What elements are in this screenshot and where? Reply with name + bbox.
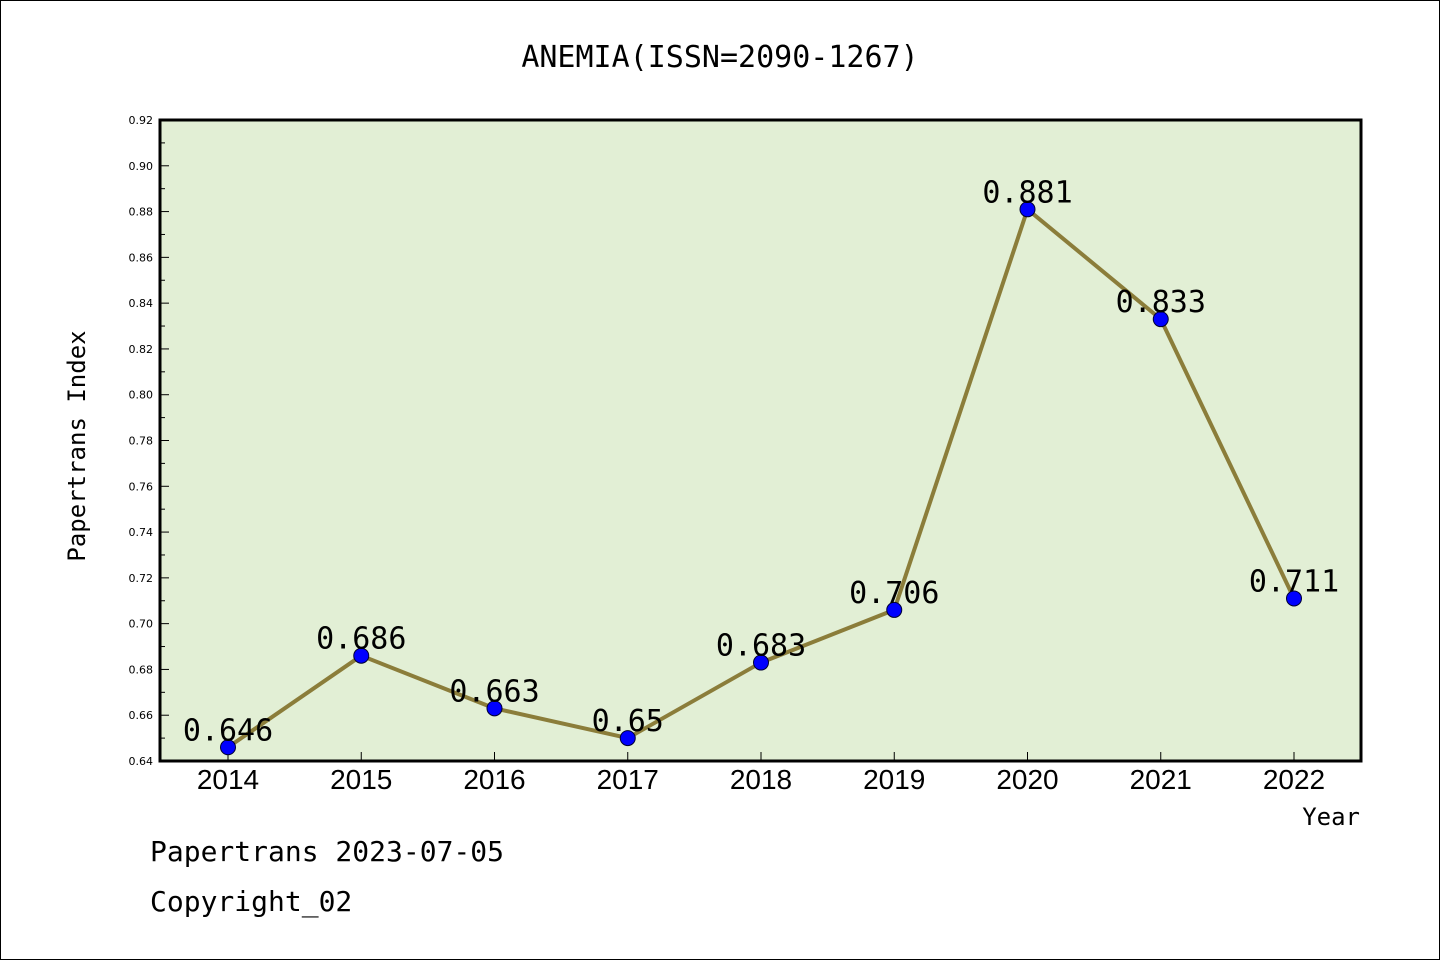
x-tick-label: 2022 [1263,764,1325,795]
y-tick-label: 0.80 [129,389,154,402]
footer-date: Papertrans 2023-07-05 [150,835,505,868]
data-labels: 0.646 0.686 0.663 0.65 0.683 0.706 0.881 0.833 0… [183,175,1339,748]
x-tick-label: 2019 [863,764,925,795]
data-point [353,647,370,664]
data-label: 0.706 [849,576,939,611]
x-axis-label: Year [1302,803,1360,831]
x-tick-label: 2020 [996,764,1058,795]
data-point [753,654,769,671]
y-tick-label: 0.76 [129,480,154,493]
footer-copyright: Copyright_02 [150,885,353,918]
data-point [886,601,903,618]
data-point [486,700,503,717]
x-tick-label: 2015 [330,764,392,795]
y-tick-label: 0.70 [129,618,154,631]
data-label: 0.646 [183,713,273,748]
y-tick-label: 0.92 [129,114,154,127]
x-tick-label: 2017 [597,764,659,795]
y-tick-label: 0.74 [129,526,154,539]
y-tick-label: 0.78 [129,435,154,448]
data-point [1286,590,1302,607]
data-label: 0.686 [316,622,406,657]
x-tick-label: 2016 [463,764,525,795]
y-axis-label: Papertrans Index [63,330,91,561]
data-point [1152,311,1169,328]
y-tick-label: 0.66 [129,709,154,722]
data-label: 0.881 [982,175,1072,210]
y-tick-label: 0.82 [129,343,154,356]
y-tick-label: 0.84 [129,297,154,310]
data-label: 0.833 [1116,285,1206,320]
x-tick-label: 2014 [197,764,259,795]
data-label: 0.683 [716,629,806,664]
data-label: 0.663 [449,674,539,709]
data-point [1019,201,1036,218]
y-axis-ticks: 0.64 0.66 0.68 0.70 0.72 0.74 0.76 0.78 0.80 0.82… [129,114,169,768]
y-tick-label: 0.86 [129,251,154,264]
x-axis-ticks: 2014 2015 2016 2017 2018 2019 2020 2021 2022 [197,752,1325,795]
chart-title: ANEMIA(ISSN=2090-1267) [521,40,918,75]
y-tick-label: 0.88 [129,206,154,219]
y-tick-label: 0.68 [129,663,154,676]
data-point [619,730,636,747]
y-tick-label: 0.72 [129,572,154,585]
y-tick-label: 0.64 [129,755,154,768]
data-label: 0.711 [1249,564,1339,599]
series-markers [220,201,1302,756]
data-label: 0.65 [592,704,664,739]
plot-border [158,118,1363,763]
data-point [220,739,236,756]
x-tick-label: 2018 [730,764,792,795]
x-tick-label: 2021 [1130,764,1192,795]
y-tick-label: 0.90 [129,160,154,173]
